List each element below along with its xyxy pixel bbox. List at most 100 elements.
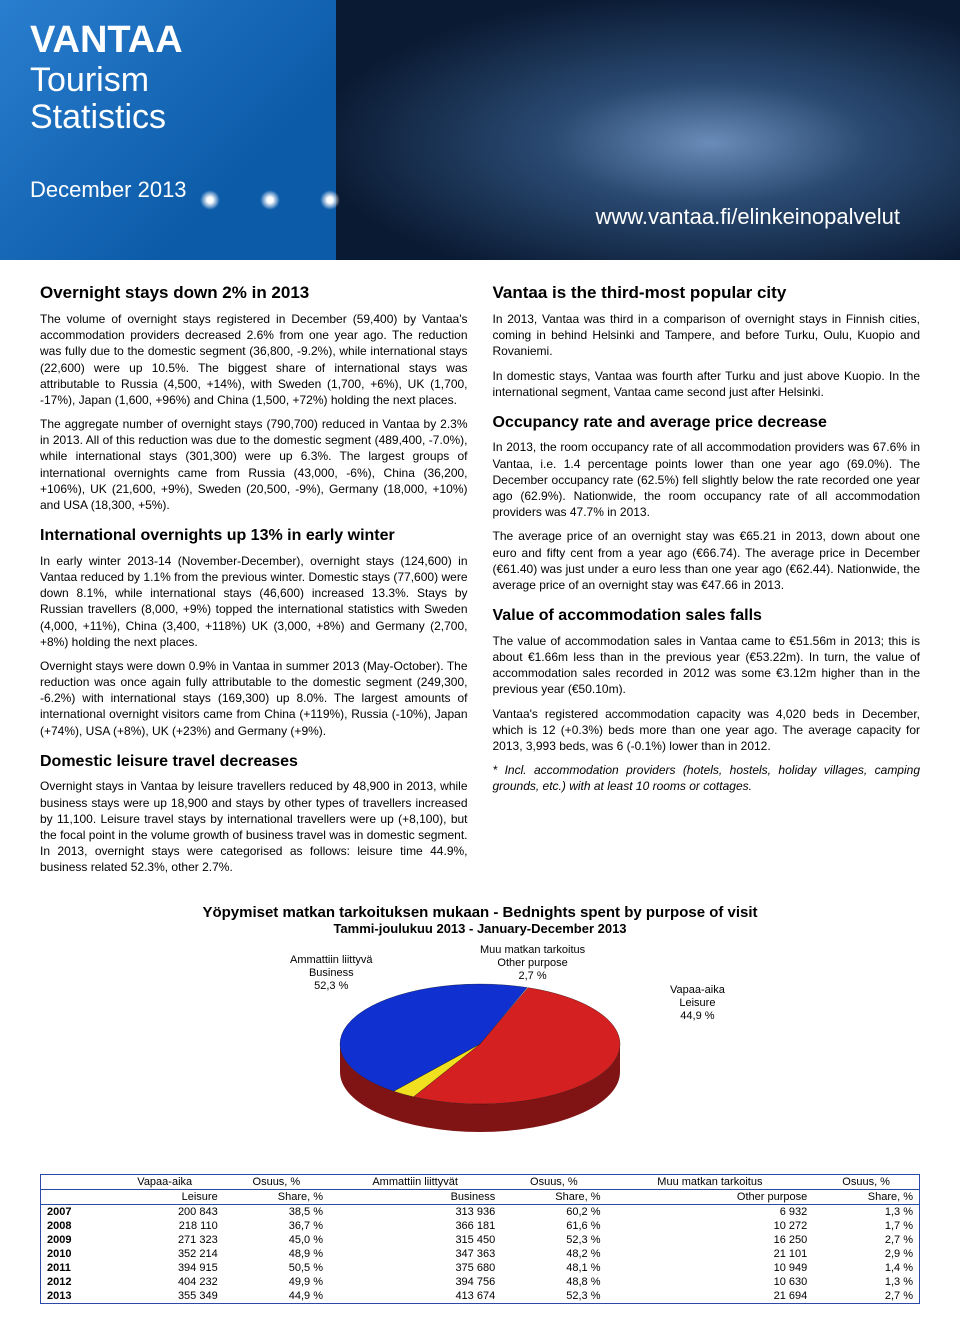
table-row: 2009271 32345,0 %315 45052,3 %16 2502,7 … — [41, 1233, 920, 1247]
table-cell: 36,7 % — [224, 1219, 329, 1233]
table-subheader: Share, % — [813, 1189, 919, 1204]
table-header: Osuus, % — [224, 1174, 329, 1189]
right-p5: The value of accommodation sales in Vant… — [493, 633, 921, 698]
table-cell: 394 915 — [106, 1261, 224, 1275]
table-cell: 45,0 % — [224, 1233, 329, 1247]
table-row: 2008218 11036,7 %366 18161,6 %10 2721,7 … — [41, 1219, 920, 1233]
table-cell: 10 949 — [607, 1261, 814, 1275]
table-subheader — [41, 1189, 106, 1204]
table-cell: 2010 — [41, 1247, 106, 1261]
table-cell: 2,7 % — [813, 1289, 919, 1304]
table-cell: 355 349 — [106, 1289, 224, 1304]
table-row: 2007200 84338,5 %313 93660,2 %6 9321,3 % — [41, 1204, 920, 1219]
table-cell: 404 232 — [106, 1275, 224, 1289]
table-subheader: Share, % — [224, 1189, 329, 1204]
table-cell: 60,2 % — [501, 1204, 606, 1219]
pie-label-leisure: Vapaa-aika Leisure 44,9 % — [670, 984, 725, 1024]
left-h2: International overnights up 13% in early… — [40, 525, 468, 547]
table-cell: 1,7 % — [813, 1219, 919, 1233]
table-cell: 21 694 — [607, 1289, 814, 1304]
bednights-table: Vapaa-aikaOsuus, %Ammattiin liittyvätOsu… — [40, 1174, 920, 1304]
table-cell: 10 630 — [607, 1275, 814, 1289]
hero-sub1: Tourism — [30, 62, 930, 99]
table-subheader: Leisure — [106, 1189, 224, 1204]
table-cell: 352 214 — [106, 1247, 224, 1261]
pie-chart-section: Yöpymiset matkan tarkoituksen mukaan - B… — [0, 904, 960, 1174]
table-header — [41, 1174, 106, 1189]
right-p6: Vantaa's registered accommodation capaci… — [493, 706, 921, 755]
left-h1: Overnight stays down 2% in 2013 — [40, 282, 468, 305]
right-footnote: * Incl. accommodation providers (hotels,… — [493, 762, 921, 794]
hero-url: www.vantaa.fi/elinkeinopalvelut — [595, 204, 900, 230]
table-row: 2013355 34944,9 %413 67452,3 %21 6942,7 … — [41, 1289, 920, 1304]
table-header: Osuus, % — [501, 1174, 606, 1189]
left-p1: The volume of overnight stays registered… — [40, 311, 468, 408]
left-column: Overnight stays down 2% in 2013 The volu… — [40, 280, 468, 884]
table-subheader: Other purpose — [607, 1189, 814, 1204]
table-cell: 49,9 % — [224, 1275, 329, 1289]
table-cell: 313 936 — [329, 1204, 501, 1219]
chart-subtitle: Tammi-joulukuu 2013 - January-December 2… — [40, 921, 920, 936]
table-cell: 44,9 % — [224, 1289, 329, 1304]
right-p1: In 2013, Vantaa was third in a compariso… — [493, 311, 921, 360]
table-cell: 48,1 % — [501, 1261, 606, 1275]
pie-label-business: Ammattiin liittyvä Business 52,3 % — [290, 954, 373, 994]
table-cell: 218 110 — [106, 1219, 224, 1233]
table-cell: 394 756 — [329, 1275, 501, 1289]
table-cell: 52,3 % — [501, 1289, 606, 1304]
table-cell: 38,5 % — [224, 1204, 329, 1219]
table-subheader: Share, % — [501, 1189, 606, 1204]
table-cell: 1,4 % — [813, 1261, 919, 1275]
table-cell: 2011 — [41, 1261, 106, 1275]
table-cell: 16 250 — [607, 1233, 814, 1247]
table-cell: 48,8 % — [501, 1275, 606, 1289]
table-cell: 366 181 — [329, 1219, 501, 1233]
table-cell: 2007 — [41, 1204, 106, 1219]
table-subheader: Business — [329, 1189, 501, 1204]
hero-sub2: Statistics — [30, 99, 930, 136]
table-cell: 50,5 % — [224, 1261, 329, 1275]
right-p4: The average price of an overnight stay w… — [493, 528, 921, 593]
right-h3: Value of accommodation sales falls — [493, 605, 921, 627]
table-header: Osuus, % — [813, 1174, 919, 1189]
table-cell: 2013 — [41, 1289, 106, 1304]
left-p2: The aggregate number of overnight stays … — [40, 416, 468, 513]
hero-date: December 2013 — [30, 177, 930, 203]
table-header: Muu matkan tarkoitus — [607, 1174, 814, 1189]
table-cell: 2012 — [41, 1275, 106, 1289]
table-cell: 52,3 % — [501, 1233, 606, 1247]
hero-banner: VANTAA Tourism Statistics December 2013 … — [0, 0, 960, 260]
table-cell: 2,9 % — [813, 1247, 919, 1261]
table-cell: 1,3 % — [813, 1204, 919, 1219]
table-cell: 48,2 % — [501, 1247, 606, 1261]
table-cell: 413 674 — [329, 1289, 501, 1304]
chart-title: Yöpymiset matkan tarkoituksen mukaan - B… — [40, 904, 920, 921]
table-cell: 2,7 % — [813, 1233, 919, 1247]
data-table-section: Vapaa-aikaOsuus, %Ammattiin liittyvätOsu… — [0, 1174, 960, 1324]
left-p5: Overnight stays in Vantaa by leisure tra… — [40, 778, 468, 875]
right-p2: In domestic stays, Vantaa was fourth aft… — [493, 368, 921, 400]
table-cell: 2008 — [41, 1219, 106, 1233]
table-cell: 10 272 — [607, 1219, 814, 1233]
table-cell: 315 450 — [329, 1233, 501, 1247]
table-cell: 2009 — [41, 1233, 106, 1247]
table-cell: 347 363 — [329, 1247, 501, 1261]
table-cell: 1,3 % — [813, 1275, 919, 1289]
table-cell: 21 101 — [607, 1247, 814, 1261]
table-cell: 61,6 % — [501, 1219, 606, 1233]
table-cell: 375 680 — [329, 1261, 501, 1275]
table-row: 2012404 23249,9 %394 75648,8 %10 6301,3 … — [41, 1275, 920, 1289]
right-p3: In 2013, the room occupancy rate of all … — [493, 439, 921, 520]
pie-label-other: Muu matkan tarkoitus Other purpose 2,7 % — [480, 944, 585, 984]
table-cell: 200 843 — [106, 1204, 224, 1219]
right-h2: Occupancy rate and average price decreas… — [493, 412, 921, 434]
left-p3: In early winter 2013-14 (November-Decemb… — [40, 553, 468, 650]
table-cell: 271 323 — [106, 1233, 224, 1247]
table-cell: 48,9 % — [224, 1247, 329, 1261]
body-columns: Overnight stays down 2% in 2013 The volu… — [0, 260, 960, 904]
table-row: 2011394 91550,5 %375 68048,1 %10 9491,4 … — [41, 1261, 920, 1275]
right-column: Vantaa is the third-most popular city In… — [493, 280, 921, 884]
table-row: 2010352 21448,9 %347 36348,2 %21 1012,9 … — [41, 1247, 920, 1261]
right-h1: Vantaa is the third-most popular city — [493, 282, 921, 305]
table-header: Ammattiin liittyvät — [329, 1174, 501, 1189]
